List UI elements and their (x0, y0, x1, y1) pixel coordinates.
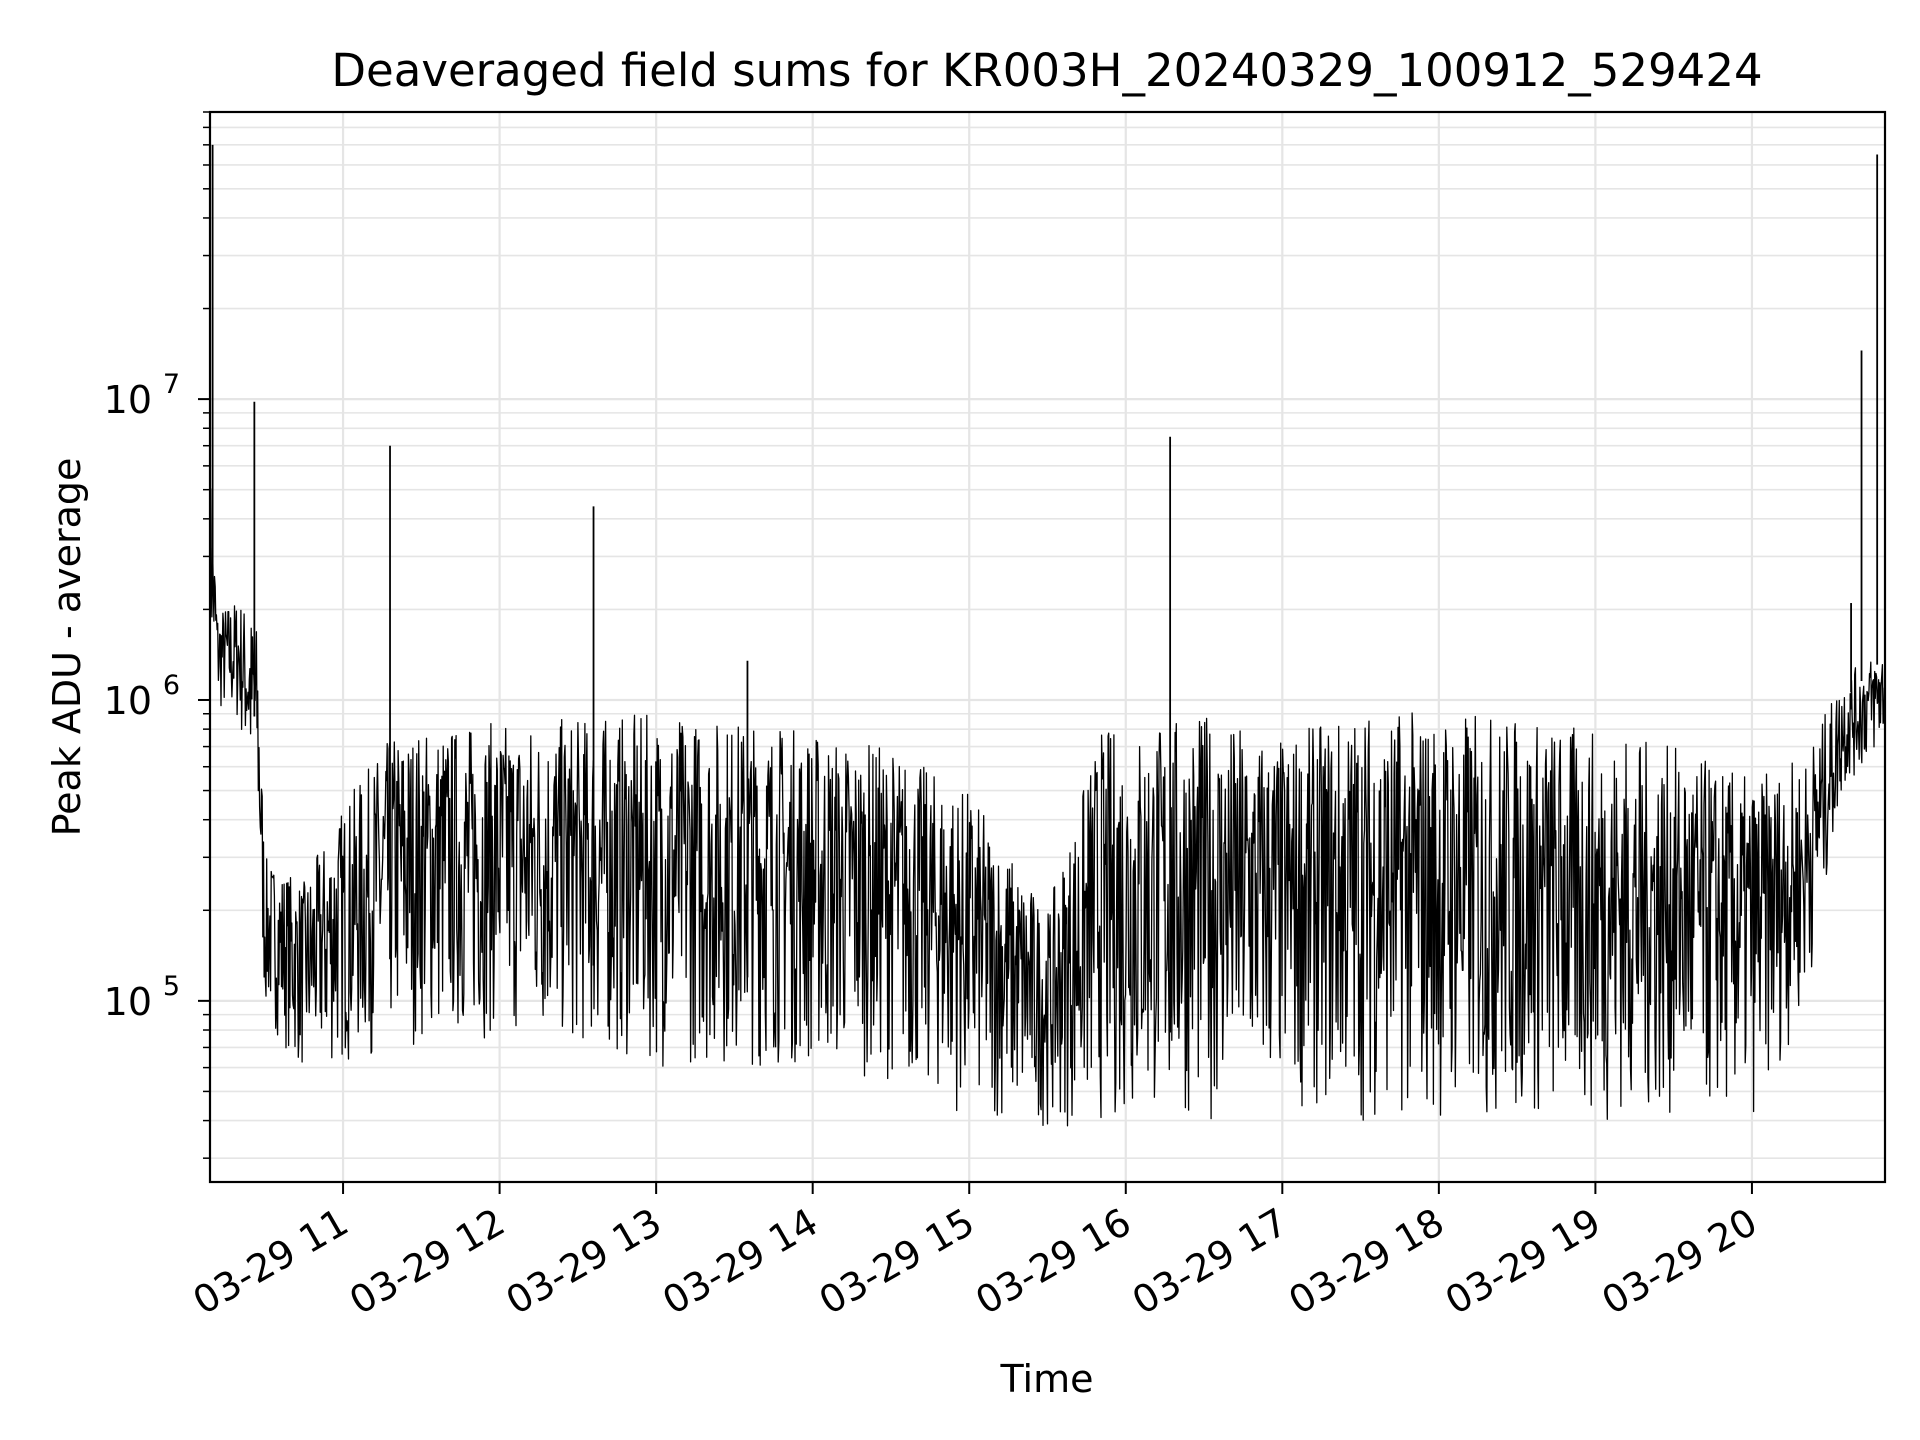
y-tick-label: 10 (104, 378, 152, 422)
chart-title: Deaveraged field sums for KR003H_2024032… (331, 44, 1762, 97)
series-line (209, 144, 1886, 1127)
y-tick-label: 10 (104, 679, 152, 723)
y-tick-exponent: 7 (163, 369, 180, 400)
y-axis: 10 5 10 6 10 7 (104, 111, 210, 1159)
y-axis-label: Peak ADU - average (45, 458, 89, 837)
y-tick-exponent: 6 (163, 670, 180, 701)
x-axis-label: Time (1000, 1357, 1094, 1401)
y-tick-exponent: 5 (163, 971, 180, 1002)
grid (210, 111, 1885, 1182)
plot-frame (208, 110, 1887, 1184)
y-tick-label: 10 (104, 980, 152, 1024)
series-trace (209, 488, 1886, 1127)
